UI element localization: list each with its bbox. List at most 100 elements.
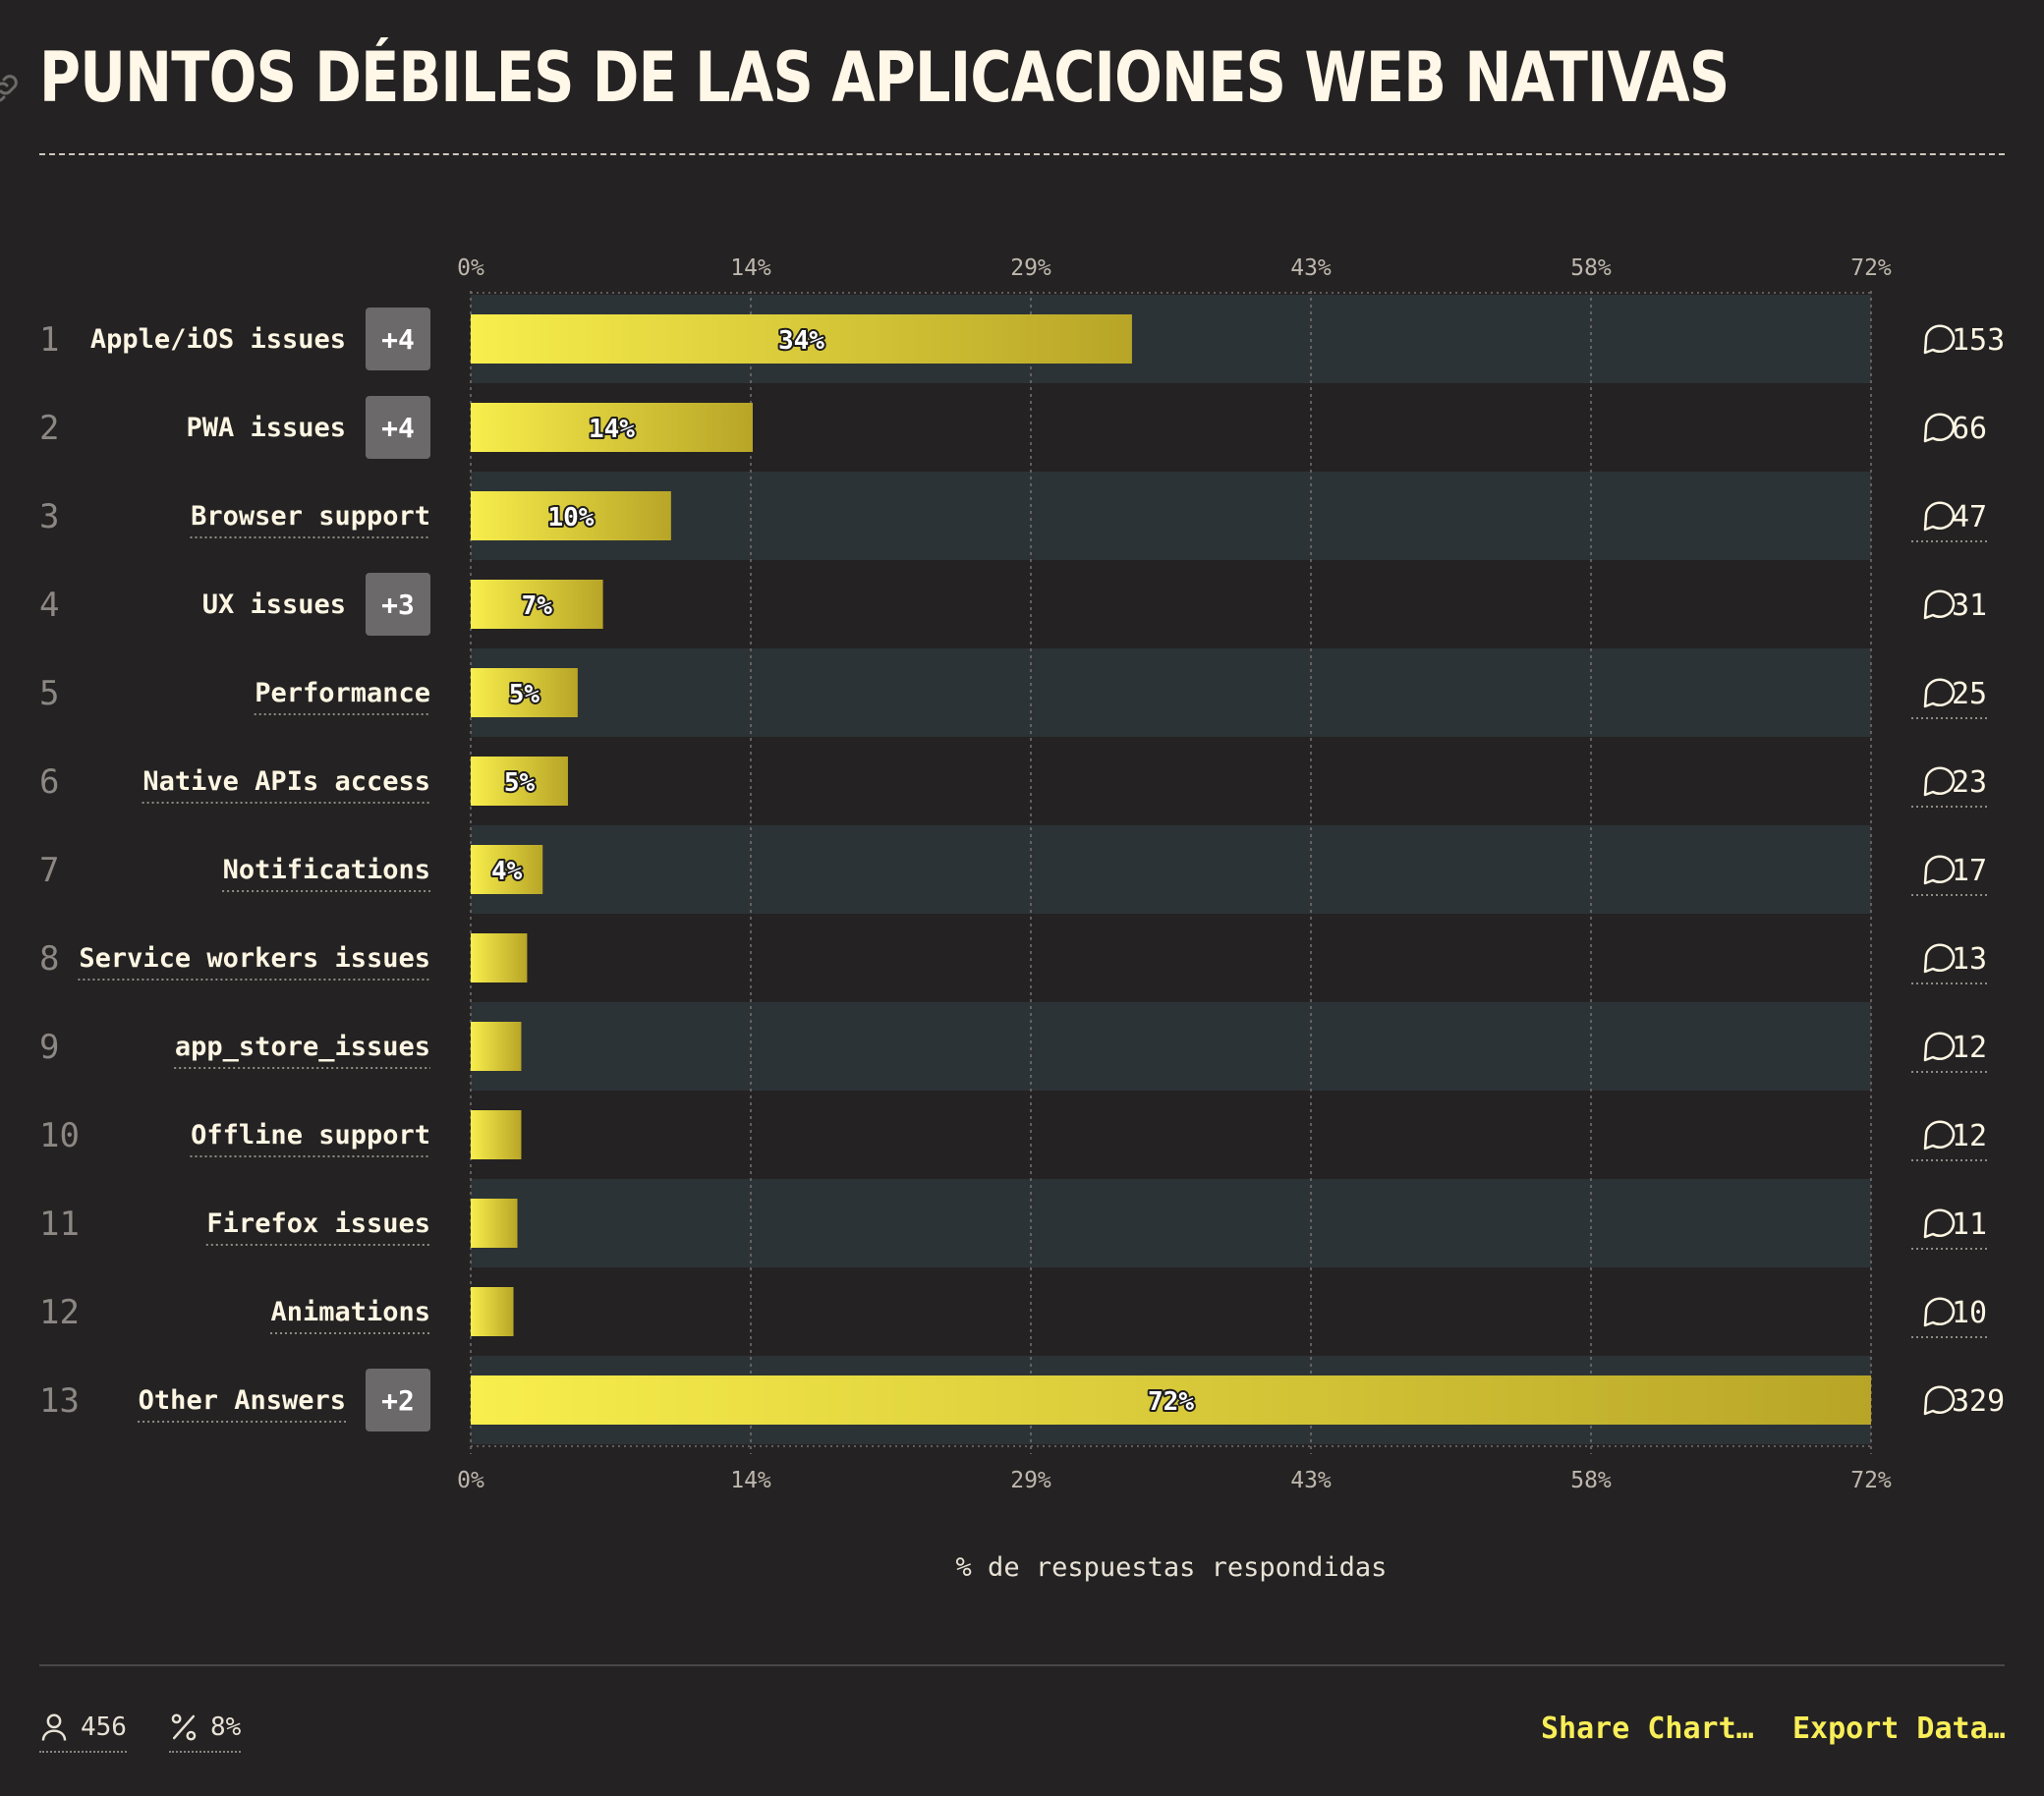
bar[interactable] bbox=[471, 1199, 518, 1248]
comment-count[interactable]: 13 bbox=[1952, 942, 1987, 977]
bar-value-label: 14% bbox=[589, 415, 635, 444]
expand-badge[interactable] bbox=[366, 1369, 430, 1431]
x-tick-label-top: 43% bbox=[1290, 255, 1332, 281]
row-rank: 2 bbox=[39, 409, 59, 448]
chart-title: PUNTOS DÉBILES DE LAS APLICACIONES WEB N… bbox=[39, 37, 1730, 118]
title-divider bbox=[39, 153, 2005, 155]
row-band bbox=[471, 1002, 1871, 1091]
x-tick-label-bottom: 58% bbox=[1570, 1468, 1612, 1493]
bar-chart: 0%0%14%14%29%29%43%43%58%58%72%72%% de r… bbox=[39, 255, 2005, 1583]
comment-count[interactable]: 12 bbox=[1952, 1119, 1987, 1153]
expand-badge[interactable] bbox=[366, 573, 430, 636]
row-band bbox=[471, 825, 1871, 914]
row-label[interactable]: Performance bbox=[255, 678, 430, 708]
row-label[interactable]: app_store_issues bbox=[175, 1032, 430, 1062]
row-label[interactable]: Offline support bbox=[191, 1120, 430, 1151]
comment-bubble-icon[interactable] bbox=[1923, 501, 1956, 532]
comment-bubble-icon[interactable] bbox=[1923, 766, 1956, 797]
bar[interactable] bbox=[471, 314, 1132, 364]
row-rank: 1 bbox=[39, 320, 59, 360]
percent-icon bbox=[171, 1713, 197, 1741]
row-rank: 7 bbox=[39, 851, 59, 890]
comment-bubble-icon[interactable] bbox=[1923, 1032, 1956, 1062]
comment-bubble-icon[interactable] bbox=[1923, 324, 1956, 355]
expand-badge-label[interactable]: +4 bbox=[381, 412, 415, 444]
row-rank: 9 bbox=[39, 1028, 59, 1067]
row-rank: 8 bbox=[39, 939, 59, 979]
comment-bubble-icon[interactable] bbox=[1923, 1385, 1956, 1416]
x-tick-label-bottom: 0% bbox=[457, 1468, 484, 1493]
bar-value-label: 5% bbox=[509, 680, 540, 709]
comment-bubble-icon[interactable] bbox=[1923, 1120, 1956, 1151]
bar[interactable] bbox=[471, 1287, 514, 1336]
bar[interactable] bbox=[471, 845, 543, 894]
x-tick-label-bottom: 72% bbox=[1850, 1468, 1892, 1493]
row-rank: 12 bbox=[39, 1293, 80, 1332]
bar[interactable] bbox=[471, 757, 568, 806]
comment-count[interactable]: 11 bbox=[1952, 1207, 1987, 1242]
comment-count[interactable]: 12 bbox=[1952, 1031, 1987, 1065]
expand-badge-label[interactable]: +2 bbox=[381, 1384, 415, 1417]
row-label[interactable]: UX issues bbox=[202, 589, 346, 620]
comment-count[interactable]: 329 bbox=[1952, 1384, 2005, 1419]
row-label[interactable]: Native APIs access bbox=[142, 766, 430, 797]
comment-count[interactable]: 31 bbox=[1952, 589, 1987, 623]
row-rank: 5 bbox=[39, 674, 59, 713]
link-icon[interactable] bbox=[0, 71, 22, 106]
row-rank: 6 bbox=[39, 762, 59, 802]
x-tick-label-bottom: 14% bbox=[730, 1468, 771, 1493]
respondents-value: 456 bbox=[81, 1712, 127, 1742]
percent-of-total[interactable]: 8% bbox=[169, 1712, 242, 1753]
row-label[interactable]: Firefox issues bbox=[206, 1208, 430, 1239]
comment-count[interactable]: 66 bbox=[1952, 412, 1987, 446]
row-label[interactable]: Animations bbox=[270, 1297, 430, 1327]
comment-count[interactable]: 10 bbox=[1952, 1296, 1987, 1330]
comment-count[interactable]: 47 bbox=[1952, 500, 1987, 534]
expand-badge-label[interactable]: +4 bbox=[381, 323, 415, 356]
bar[interactable] bbox=[471, 403, 753, 452]
comment-bubble-icon[interactable] bbox=[1923, 1297, 1956, 1327]
percent-value: 8% bbox=[210, 1712, 242, 1742]
export-data-button[interactable]: Export Data… bbox=[1792, 1712, 2006, 1746]
comment-bubble-icon[interactable] bbox=[1923, 678, 1956, 708]
comment-bubble-icon[interactable] bbox=[1923, 413, 1956, 443]
row-band bbox=[471, 648, 1871, 737]
row-rank: 3 bbox=[39, 497, 59, 536]
bar[interactable] bbox=[471, 1375, 1871, 1425]
comment-bubble-icon[interactable] bbox=[1923, 855, 1956, 885]
comment-count[interactable]: 25 bbox=[1952, 677, 1987, 711]
row-rank: 11 bbox=[39, 1205, 80, 1244]
bar[interactable] bbox=[471, 491, 671, 540]
expand-badge-label[interactable]: +3 bbox=[381, 589, 415, 621]
row-label[interactable]: PWA issues bbox=[186, 413, 346, 443]
expand-badge[interactable] bbox=[366, 308, 430, 370]
share-chart-button[interactable]: Share Chart… bbox=[1541, 1712, 1754, 1746]
comment-count[interactable]: 17 bbox=[1952, 854, 1987, 888]
row-label[interactable]: Service workers issues bbox=[79, 943, 430, 974]
row-label[interactable]: Other Answers bbox=[139, 1385, 346, 1416]
comment-bubble-icon[interactable] bbox=[1923, 589, 1956, 620]
footer-divider bbox=[39, 1664, 2005, 1666]
x-tick-label-top: 72% bbox=[1850, 255, 1892, 281]
bar[interactable] bbox=[471, 580, 603, 629]
row-rank: 4 bbox=[39, 586, 59, 625]
bar[interactable] bbox=[471, 1022, 522, 1071]
bar-value-label: 34% bbox=[778, 326, 824, 356]
row-label[interactable]: Apple/iOS issues bbox=[90, 324, 346, 355]
bar[interactable] bbox=[471, 668, 578, 717]
row-label[interactable]: Notifications bbox=[223, 855, 430, 885]
comment-bubble-icon[interactable] bbox=[1923, 943, 1956, 974]
comment-count[interactable]: 23 bbox=[1952, 765, 1987, 800]
bar-value-label: 7% bbox=[522, 591, 553, 621]
x-tick-label-top: 58% bbox=[1570, 255, 1612, 281]
comment-bubble-icon[interactable] bbox=[1923, 1208, 1956, 1239]
respondents-count[interactable]: 456 bbox=[39, 1712, 127, 1753]
bar-value-label: 5% bbox=[504, 768, 536, 798]
bar[interactable] bbox=[471, 1110, 522, 1159]
comment-count[interactable]: 153 bbox=[1952, 323, 2005, 358]
bar[interactable] bbox=[471, 933, 528, 982]
row-label[interactable]: Browser support bbox=[191, 501, 430, 532]
row-band bbox=[471, 472, 1871, 560]
bar-value-label: 10% bbox=[547, 503, 594, 533]
expand-badge[interactable] bbox=[366, 396, 430, 459]
